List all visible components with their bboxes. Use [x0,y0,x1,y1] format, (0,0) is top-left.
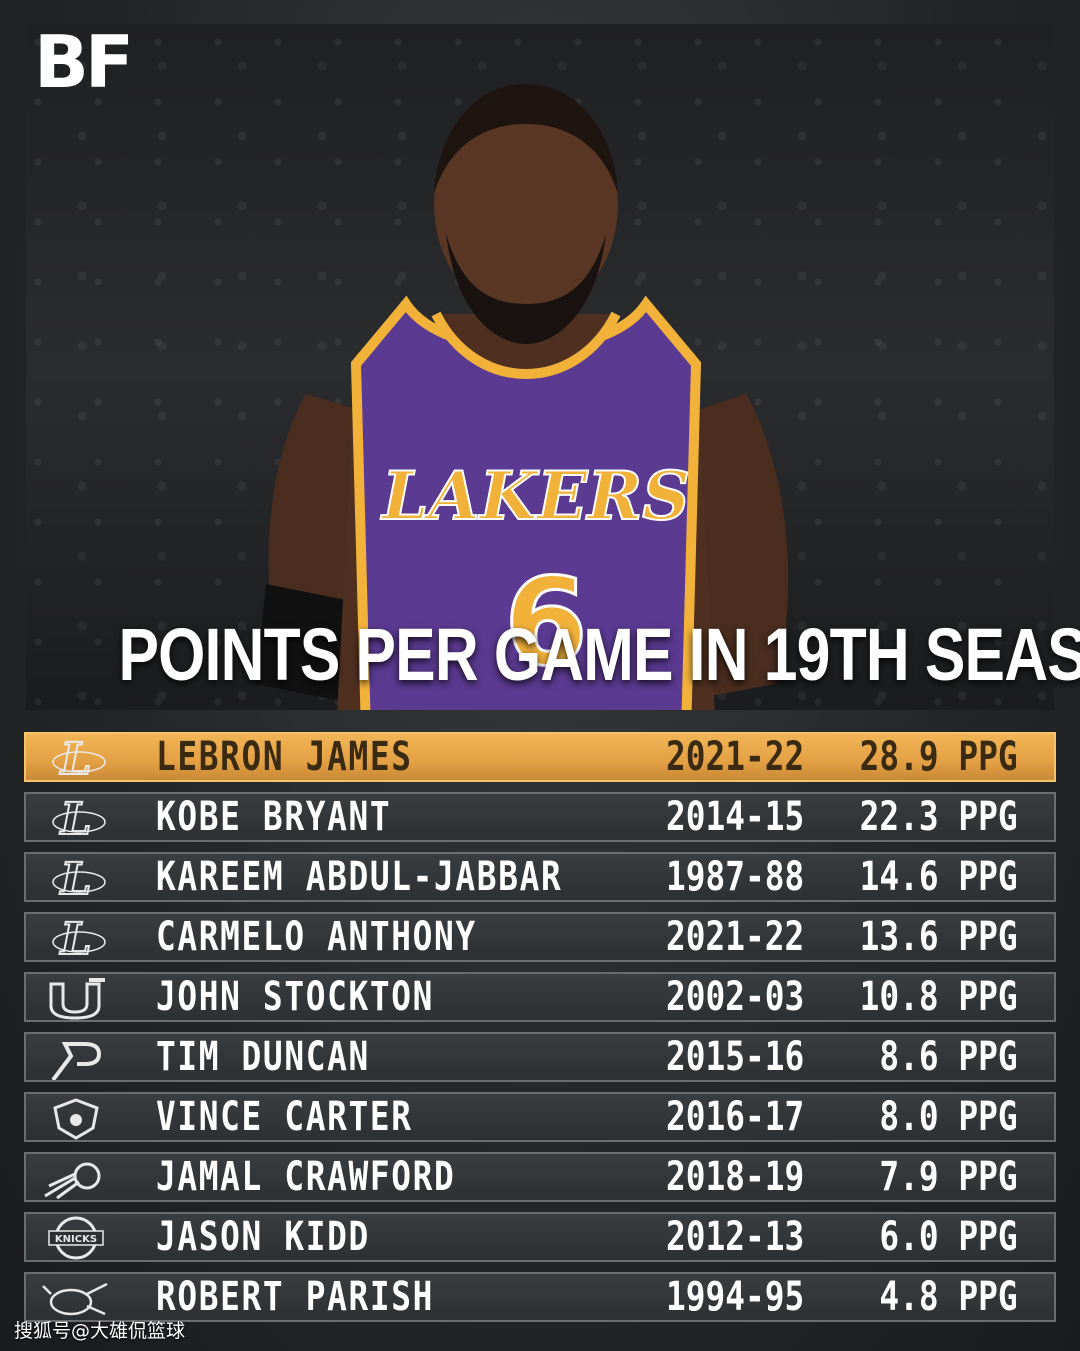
table-row: L KAREEM ABDUL-JABBAR 1987-88 14.6 PPG [24,852,1056,902]
player-name: JAMAL CRAWFORD [156,1154,456,1200]
knicks-logo-text: KNICKS [55,1234,97,1245]
svg-text:L: L [59,796,92,840]
ppg-value: 4.8 PPG [879,1274,1018,1320]
season: 2014-15 [666,794,805,840]
table-row: JOHN STOCKTON 2002-03 10.8 PPG [24,972,1056,1022]
lakers-icon: L [36,856,116,900]
season: 2018-19 [666,1154,805,1200]
player-name: JASON KIDD [156,1214,370,1260]
player-name: KAREEM ABDUL-JABBAR [156,854,563,900]
chart-title: POINTS PER GAME IN 19TH SEASON [118,613,1080,696]
season: 2021-22 [666,914,805,960]
player-name: LEBRON JAMES [156,734,413,780]
grizzlies-icon [36,1096,116,1140]
season: 2015-16 [666,1034,805,1080]
player-name: TIM DUNCAN [156,1034,370,1080]
player-name: ROBERT PARISH [156,1274,435,1320]
table-row: KNICKS JASON KIDD 2012-13 6.0 PPG [24,1212,1056,1262]
season: 2016-17 [666,1094,805,1140]
hero-photo: LAKERS 6 [26,24,1054,710]
table-row: TIM DUNCAN 2015-16 8.6 PPG [24,1032,1056,1082]
ppg-value: 8.0 PPG [879,1094,1018,1140]
player-name: VINCE CARTER [156,1094,413,1140]
ppg-value: 7.9 PPG [879,1154,1018,1200]
lakers-icon: L [36,916,116,960]
knicks-icon: KNICKS [36,1216,116,1260]
jazz-icon [36,976,116,1020]
svg-text:L: L [59,736,92,780]
table-row: JAMAL CRAWFORD 2018-19 7.9 PPG [24,1152,1056,1202]
player-photo: LAKERS 6 [256,84,789,710]
ppg-value: 14.6 PPG [860,854,1018,900]
svg-text:LAKERS: LAKERS [380,457,690,535]
spurs-icon [36,1036,116,1080]
hornets-icon [36,1276,116,1320]
player-name: JOHN STOCKTON [156,974,435,1020]
svg-text:L: L [59,856,92,900]
svg-text:6: 6 [504,554,588,693]
table-row: VINCE CARTER 2016-17 8.0 PPG [24,1092,1056,1142]
season: 2021-22 [666,734,805,780]
season: 2012-13 [666,1214,805,1260]
season: 1987-88 [666,854,805,900]
ppg-value: 8.6 PPG [879,1034,1018,1080]
ppg-value: 6.0 PPG [879,1214,1018,1260]
brand-logo: BF [34,20,134,104]
table-row: L LEBRON JAMES 2021-22 28.9 PPG [24,732,1056,782]
ppg-value: 28.9 PPG [860,734,1018,780]
table-row: L KOBE BRYANT 2014-15 22.3 PPG [24,792,1056,842]
player-name: KOBE BRYANT [156,794,392,840]
table-row: ROBERT PARISH 1994-95 4.8 PPG [24,1272,1056,1322]
svg-text:L: L [59,916,92,960]
ppg-value: 22.3 PPG [860,794,1018,840]
stats-table: L LEBRON JAMES 2021-22 28.9 PPG L KOBE BRYANT… [24,732,1056,1332]
lakers-icon: L [36,736,116,780]
lakers-icon: L [36,796,116,840]
ppg-value: 10.8 PPG [860,974,1018,1020]
suns-icon [36,1156,116,1200]
player-name: CARMELO ANTHONY [156,914,477,960]
ppg-value: 13.6 PPG [860,914,1018,960]
season: 2002-03 [666,974,805,1020]
watermark: 搜狐号@大雄侃篮球 [14,1320,186,1342]
table-row: L CARMELO ANTHONY 2021-22 13.6 PPG [24,912,1056,962]
season: 1994-95 [666,1274,805,1320]
